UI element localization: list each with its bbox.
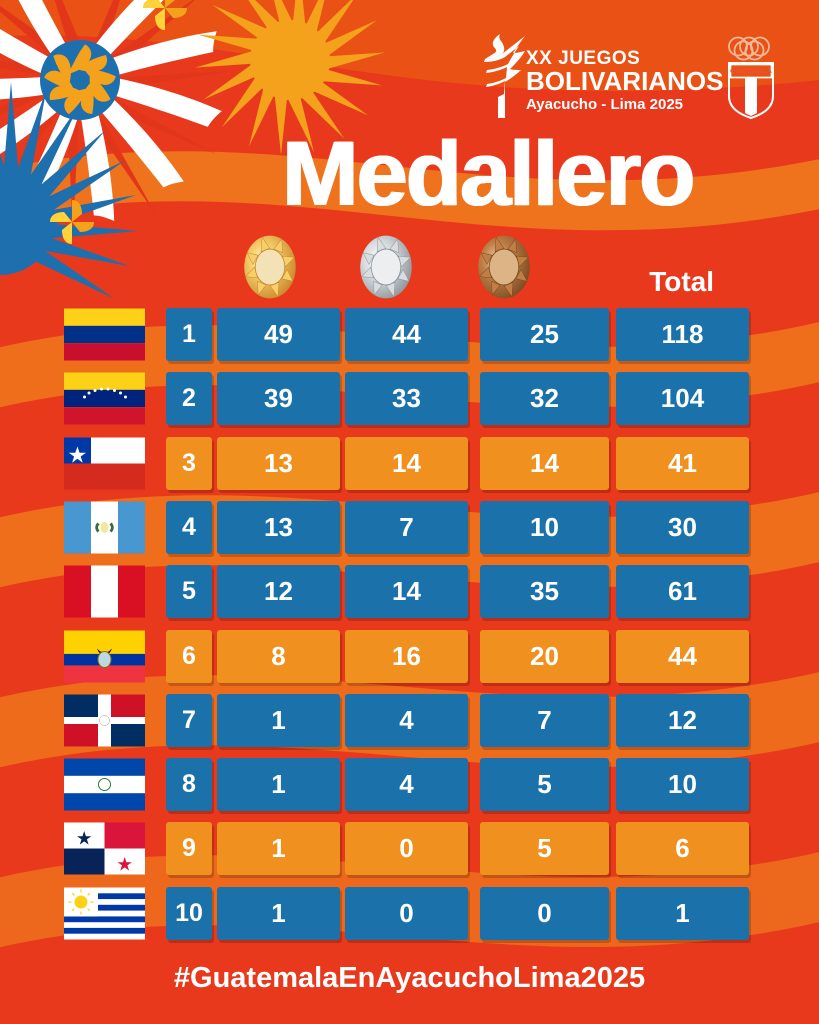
svg-text:GUATEMALA: GUATEMALA xyxy=(730,68,772,75)
svg-text:Total: Total xyxy=(649,266,714,297)
